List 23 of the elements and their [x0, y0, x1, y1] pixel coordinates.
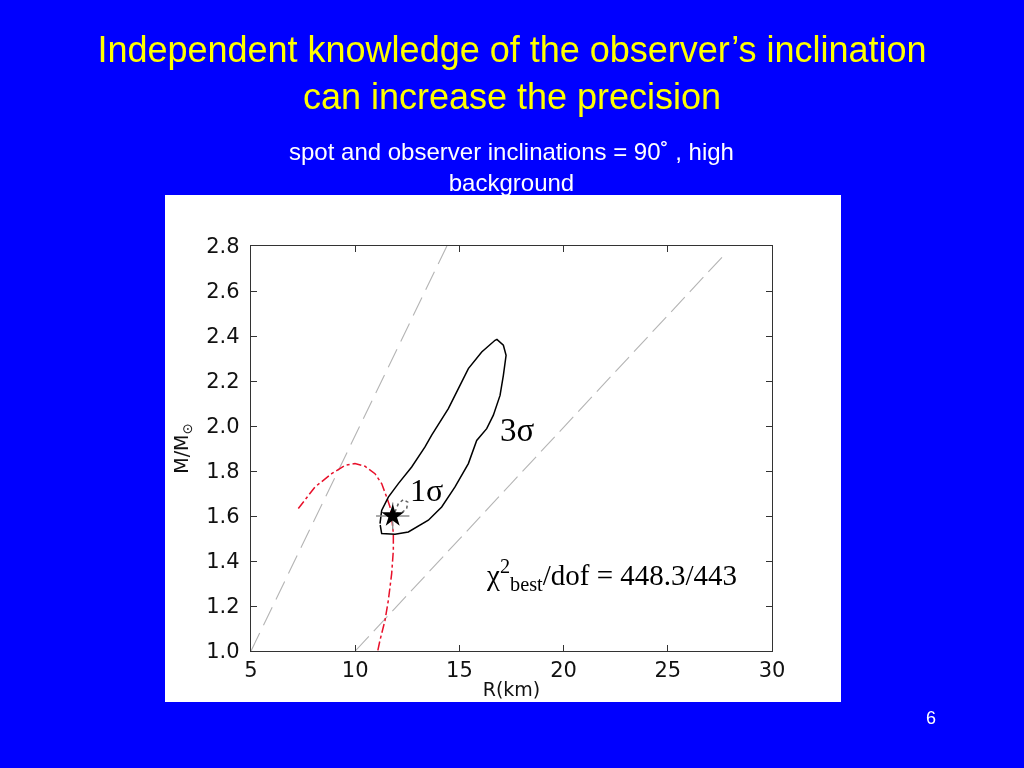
y-tick-label: 2.2 — [206, 369, 240, 394]
text: 6 — [926, 708, 937, 728]
x-tick-label: 10 — [341, 658, 369, 683]
x-axis-title: R(km) — [482, 678, 541, 701]
annotation: 3σ — [500, 412, 535, 448]
x-tick-label: 20 — [550, 658, 577, 683]
annotation: χ$^{2}$$_{best}$/dof = 448.3/443 — [486, 555, 738, 596]
y-tick-label: 1.8 — [206, 459, 240, 484]
chart-title: Independent knowledge of the observer’s inclination can increase the precision — [97, 29, 927, 118]
x-tick-label: 25 — [654, 658, 682, 683]
y-tick-label: 2.8 — [206, 234, 240, 259]
y-tick-label: 1.4 — [206, 549, 240, 574]
y-tick-label: 1.6 — [206, 504, 240, 529]
y-tick-label: 1.2 — [206, 594, 240, 619]
y-tick-label: 1.0 — [206, 639, 240, 664]
annotation: 1σ — [410, 472, 444, 508]
y-tick-label: 2.0 — [206, 414, 240, 439]
x-tick-label: 30 — [758, 658, 786, 683]
y-tick-label: 2.4 — [206, 324, 240, 349]
x-tick-label: 15 — [446, 658, 473, 683]
x-tick-label: 5 — [244, 658, 258, 683]
chart-subtitle: spot and observer inclinations = 90˚ , high background — [289, 138, 734, 197]
y-tick-label: 2.6 — [206, 279, 240, 304]
